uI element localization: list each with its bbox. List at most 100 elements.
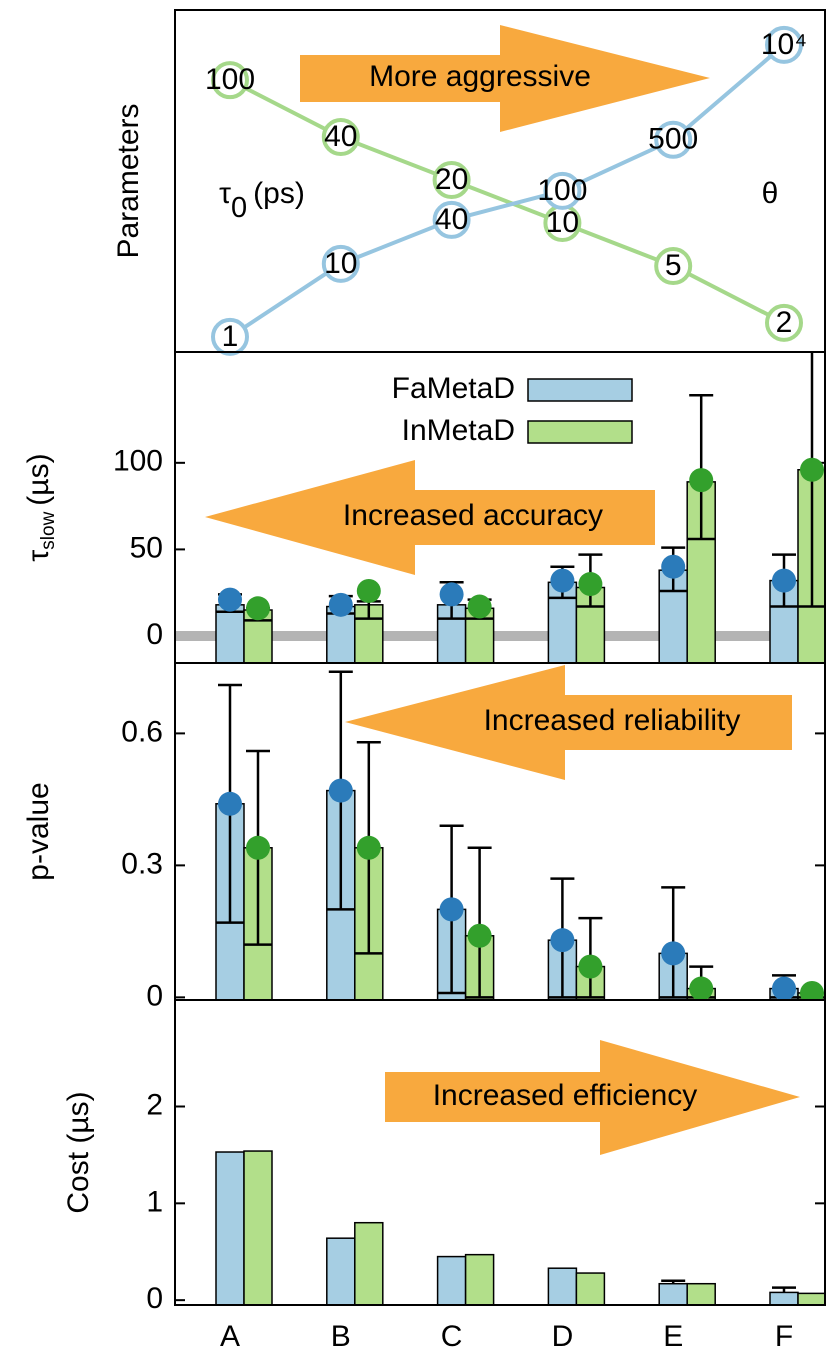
y-axis-label-unit: (µs) — [22, 453, 55, 505]
x-tick-label: B — [331, 1320, 351, 1353]
series-label: τ0 (ps) — [219, 177, 305, 224]
arrow-left — [345, 665, 792, 780]
point — [439, 897, 464, 922]
point — [432, 200, 471, 239]
point — [328, 778, 353, 803]
point — [578, 954, 603, 979]
point-label: 5 — [665, 249, 682, 282]
point — [550, 568, 575, 593]
point-label: 10 — [546, 206, 579, 239]
bar — [243, 1150, 273, 1305]
point — [246, 596, 270, 621]
annotation: Increased reliability — [484, 704, 741, 737]
point — [550, 928, 575, 953]
point — [765, 25, 803, 64]
point — [211, 61, 249, 100]
y-tick-label: 0.6 — [121, 715, 163, 748]
y-axis-label: Parameters — [112, 103, 145, 258]
point-label: 20 — [435, 163, 468, 196]
point — [689, 976, 714, 1000]
series-line — [229, 78, 785, 325]
point-label: 10⁴ — [761, 28, 807, 61]
legend-label: InMetaD — [402, 414, 515, 447]
y-axis-label: Cost (µs) — [62, 1091, 95, 1213]
y-tick-label: 100 — [113, 445, 163, 478]
point — [211, 317, 249, 356]
point-label: 40 — [435, 203, 468, 236]
x-tick-label: E — [663, 1320, 683, 1353]
y-tick-label: 0 — [146, 979, 163, 1012]
point — [356, 578, 381, 603]
point — [543, 171, 582, 210]
y-tick-label: 0 — [146, 618, 163, 651]
point — [654, 120, 693, 159]
point — [689, 468, 714, 493]
point — [321, 118, 360, 157]
annotation: Increased accuracy — [343, 499, 603, 532]
arrow-left — [205, 460, 655, 575]
x-tick-label: C — [441, 1320, 463, 1353]
bar — [686, 1282, 716, 1305]
y-tick-label: 0 — [146, 1282, 163, 1315]
bar — [547, 1267, 578, 1305]
bar — [215, 604, 245, 663]
arrow-right — [385, 1040, 800, 1155]
point-label: 10 — [324, 247, 357, 280]
legend-label: FaMetaD — [392, 372, 515, 405]
point — [439, 582, 464, 607]
legend-swatch — [527, 420, 633, 444]
point-label: 40 — [324, 120, 357, 153]
point — [218, 791, 242, 816]
y-tick-label: 2 — [146, 1088, 163, 1121]
point-label: 500 — [648, 123, 698, 156]
y-tick-label: 1 — [146, 1185, 163, 1218]
point — [218, 587, 242, 612]
bar — [464, 1253, 495, 1305]
series-label-subscript: 0 — [231, 191, 247, 223]
point — [246, 835, 270, 860]
bar — [658, 1282, 688, 1305]
annotation: Increased efficiency — [433, 1079, 698, 1112]
annotation: More aggressive — [369, 60, 591, 93]
bar — [769, 1291, 799, 1305]
y-tick-label: 50 — [130, 531, 163, 564]
y-tick-label: 0.3 — [121, 847, 163, 880]
x-tick-label: D — [552, 1320, 574, 1353]
point-label: 100 — [205, 63, 255, 96]
y-axis-label-symbol: τ — [22, 550, 55, 562]
bar — [575, 1272, 606, 1305]
y-axis-label: τslow (µs) — [22, 453, 59, 561]
y-axis-label: p-value — [22, 782, 55, 880]
point — [654, 247, 693, 286]
series-label-symbol: τ — [219, 177, 231, 210]
point-label: 1 — [222, 320, 239, 353]
bar — [215, 1151, 245, 1305]
x-tick-label: A — [220, 1320, 240, 1353]
point — [467, 923, 492, 948]
point — [467, 594, 492, 619]
bar — [326, 1237, 356, 1305]
arrow-right — [300, 25, 710, 132]
legend-swatch — [527, 378, 633, 402]
point — [661, 554, 686, 579]
point — [772, 568, 796, 593]
bar — [797, 1292, 825, 1305]
point — [321, 244, 360, 283]
point — [578, 572, 603, 597]
point — [356, 835, 381, 860]
point — [800, 980, 824, 1000]
series-line — [228, 43, 786, 339]
x-tick-label: F — [775, 1320, 793, 1353]
bar — [354, 1221, 384, 1305]
point — [432, 161, 471, 200]
point — [661, 941, 686, 966]
series-label-unit: (ps) — [253, 177, 305, 210]
point — [772, 976, 796, 1000]
bar — [436, 1255, 467, 1305]
point — [765, 303, 803, 342]
point — [328, 592, 353, 617]
series-label: θ — [762, 177, 779, 210]
point — [800, 457, 824, 482]
